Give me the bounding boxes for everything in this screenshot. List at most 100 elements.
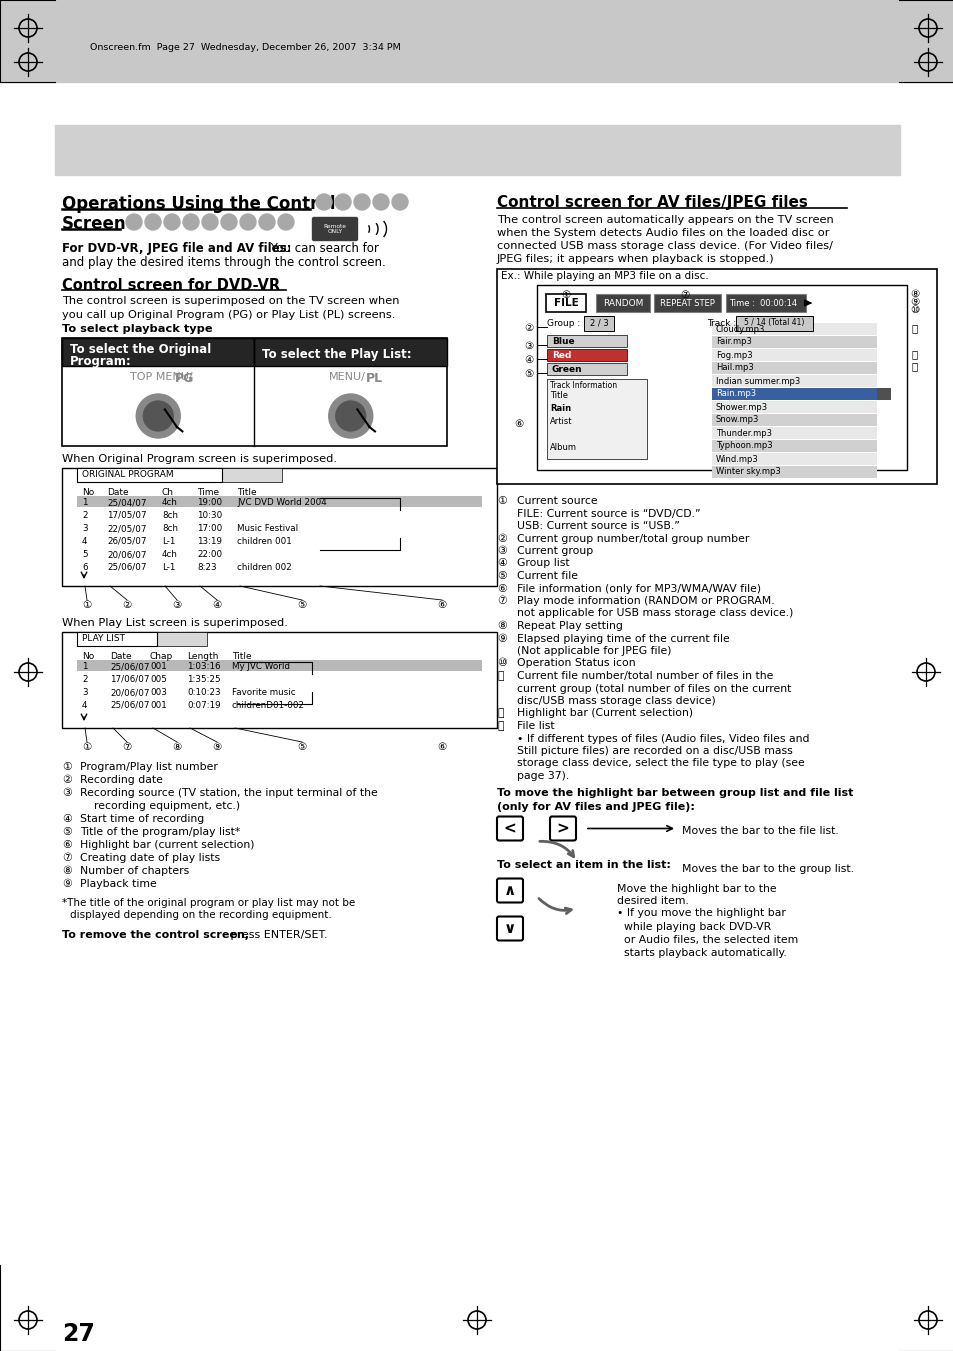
- Text: 2: 2: [82, 511, 88, 520]
- FancyBboxPatch shape: [550, 816, 576, 840]
- Text: REPEAT STEP: REPEAT STEP: [659, 299, 714, 308]
- Text: 4: 4: [82, 701, 88, 711]
- Text: ⑦: ⑦: [679, 290, 689, 300]
- Text: 3: 3: [82, 688, 88, 697]
- Text: ⑤: ⑤: [297, 742, 306, 753]
- Bar: [77, 632, 157, 646]
- Text: ④: ④: [524, 355, 533, 365]
- Text: Still picture files) are recorded on a disc/USB mass: Still picture files) are recorded on a d…: [517, 746, 792, 757]
- Circle shape: [240, 213, 255, 230]
- Text: ORIGINAL PROGRAM: ORIGINAL PROGRAM: [82, 470, 173, 480]
- Text: JPEG files; it appears when playback is stopped.): JPEG files; it appears when playback is …: [497, 254, 774, 263]
- Circle shape: [373, 195, 389, 209]
- Text: Current group number/total group number: Current group number/total group number: [517, 534, 749, 543]
- Text: Move the highlight bar to the: Move the highlight bar to the: [617, 884, 776, 893]
- Text: 13:19: 13:19: [196, 536, 222, 546]
- Text: 1:03:16: 1:03:16: [187, 662, 220, 671]
- Text: No: No: [82, 488, 94, 497]
- Circle shape: [392, 195, 408, 209]
- Text: ④: ④: [213, 600, 221, 611]
- Text: ⑥: ⑥: [514, 419, 523, 430]
- Text: ③: ③: [524, 340, 533, 351]
- Text: Operation Status icon: Operation Status icon: [517, 658, 635, 669]
- Text: L-1: L-1: [162, 563, 175, 571]
- Text: children 002: children 002: [236, 563, 292, 571]
- Text: 25/06/07: 25/06/07: [107, 563, 147, 571]
- Text: PLAY LIST: PLAY LIST: [82, 634, 125, 643]
- Text: Date: Date: [107, 488, 129, 497]
- Text: Artist: Artist: [550, 417, 572, 426]
- Text: (only for AV files and JPEG file):: (only for AV files and JPEG file):: [497, 801, 694, 812]
- FancyBboxPatch shape: [735, 316, 812, 331]
- Text: ③: ③: [172, 600, 181, 611]
- Text: FILE: FILE: [553, 299, 578, 308]
- Circle shape: [329, 394, 373, 438]
- Circle shape: [315, 195, 332, 209]
- Bar: [546, 335, 626, 347]
- Text: Time: Time: [196, 488, 219, 497]
- Text: 0:07:19: 0:07:19: [187, 701, 220, 711]
- Circle shape: [354, 195, 370, 209]
- Text: 0:10:23: 0:10:23: [187, 688, 220, 697]
- Text: 10:30: 10:30: [196, 511, 222, 520]
- Text: Playback time: Playback time: [80, 880, 156, 889]
- Text: File list: File list: [517, 721, 554, 731]
- FancyBboxPatch shape: [313, 218, 357, 240]
- Text: 001: 001: [150, 662, 167, 671]
- Bar: [711, 336, 876, 349]
- Text: Group :: Group :: [546, 319, 579, 328]
- Text: 22/05/07: 22/05/07: [107, 524, 147, 534]
- Text: Elapsed playing time of the current file: Elapsed playing time of the current file: [517, 634, 729, 643]
- Text: ①: ①: [497, 496, 506, 507]
- Text: ⑧: ⑧: [497, 621, 506, 631]
- Text: ⑬: ⑬: [911, 361, 917, 372]
- Text: You can search for: You can search for: [267, 242, 378, 255]
- Text: 27: 27: [62, 1323, 94, 1346]
- Text: ⑤: ⑤: [524, 369, 533, 380]
- Text: Title: Title: [550, 390, 567, 400]
- Text: Control screen for DVD-VR: Control screen for DVD-VR: [62, 278, 280, 293]
- Bar: [876, 388, 890, 400]
- Text: Favorite music: Favorite music: [232, 688, 295, 697]
- Text: Onscreen.fm  Page 27  Wednesday, December 26, 2007  3:34 PM: Onscreen.fm Page 27 Wednesday, December …: [90, 43, 400, 53]
- Text: Album: Album: [550, 443, 577, 453]
- Text: ⑥: ⑥: [436, 600, 446, 611]
- Text: 25/04/07: 25/04/07: [107, 499, 147, 507]
- Bar: [711, 453, 876, 465]
- Text: ②: ②: [122, 600, 132, 611]
- FancyBboxPatch shape: [497, 816, 522, 840]
- Text: ①: ①: [62, 762, 71, 771]
- Bar: [55, 126, 899, 176]
- Text: ⑫: ⑫: [497, 708, 503, 719]
- Text: Remote
ONLY: Remote ONLY: [323, 224, 346, 235]
- Text: Typhoon.mp3: Typhoon.mp3: [716, 442, 772, 450]
- Text: press ENTER/SET.: press ENTER/SET.: [227, 929, 327, 940]
- Text: PL: PL: [365, 372, 382, 385]
- Text: Rain: Rain: [550, 404, 571, 413]
- Text: children 001: children 001: [236, 536, 292, 546]
- Text: starts playback automatically.: starts playback automatically.: [617, 947, 786, 958]
- Text: 1: 1: [82, 662, 88, 671]
- Circle shape: [202, 213, 218, 230]
- Text: 3: 3: [82, 524, 88, 534]
- Text: you call up Original Program (PG) or Play List (PL) screens.: you call up Original Program (PG) or Pla…: [62, 309, 395, 320]
- Text: 8ch: 8ch: [162, 524, 178, 534]
- Text: ⑤: ⑤: [62, 827, 71, 838]
- Text: Snow.mp3: Snow.mp3: [716, 416, 759, 424]
- Bar: [62, 338, 447, 446]
- Text: Fog.mp3: Fog.mp3: [716, 350, 752, 359]
- FancyBboxPatch shape: [596, 295, 649, 312]
- Text: ①: ①: [82, 600, 91, 611]
- Text: Shower.mp3: Shower.mp3: [716, 403, 767, 412]
- Text: ⑧: ⑧: [172, 742, 181, 753]
- Text: Screen: Screen: [62, 215, 127, 232]
- Text: 005: 005: [150, 676, 167, 684]
- Text: ⑦: ⑦: [122, 742, 132, 753]
- Circle shape: [221, 213, 236, 230]
- Text: 6: 6: [82, 563, 88, 571]
- Text: Green: Green: [552, 365, 582, 373]
- Text: TOP MENU/: TOP MENU/: [131, 372, 193, 382]
- Text: Play mode information (RANDOM or PROGRAM.: Play mode information (RANDOM or PROGRAM…: [517, 596, 774, 607]
- Text: 1:35:25: 1:35:25: [187, 676, 220, 684]
- Text: Title: Title: [236, 488, 256, 497]
